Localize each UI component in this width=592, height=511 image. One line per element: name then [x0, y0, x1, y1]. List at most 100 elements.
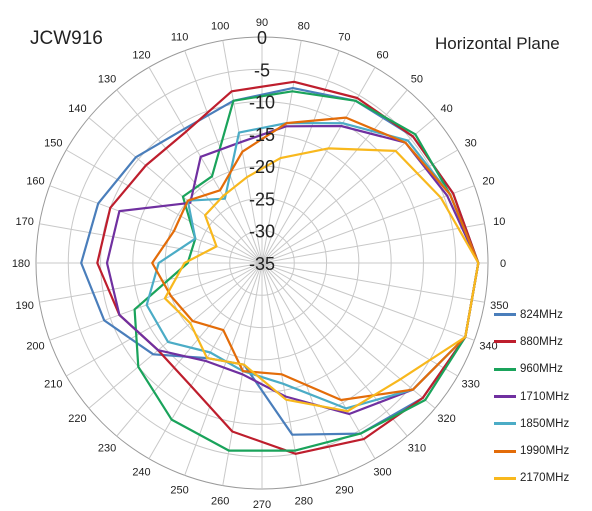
- legend-item: 1710MHz: [494, 383, 592, 410]
- grid-spoke: [39, 223, 263, 264]
- angle-tick-label: 140: [68, 103, 86, 115]
- radial-tick-label: -35: [249, 254, 275, 274]
- angle-tick-label: 350: [490, 300, 508, 312]
- legend-swatch: [494, 395, 516, 399]
- legend-label: 1990MHz: [520, 445, 570, 458]
- angle-tick-label: 290: [335, 485, 353, 497]
- legend-swatch: [494, 422, 516, 426]
- legend-swatch: [494, 313, 516, 317]
- angle-tick-label: 90: [256, 17, 268, 29]
- angle-tick-label: 100: [211, 21, 229, 33]
- series-line-2170MHz: [163, 147, 480, 413]
- grid-spoke: [261, 262, 458, 377]
- legend-item: 824MHz: [494, 301, 592, 328]
- legend-swatch: [494, 340, 516, 344]
- legend-item: 960MHz: [494, 356, 592, 383]
- legend-label: 880MHz: [520, 335, 563, 348]
- angle-tick-label: 330: [462, 379, 480, 391]
- grid-spoke: [261, 40, 302, 264]
- angle-tick-label: 210: [44, 379, 62, 391]
- series-line-960MHz: [133, 90, 480, 452]
- grid-spoke: [116, 262, 263, 437]
- grid-spoke: [66, 262, 263, 377]
- legend-label: 1850MHz: [520, 417, 570, 430]
- grid-spoke: [184, 262, 263, 476]
- angle-tick-label: 120: [132, 49, 150, 61]
- angle-tick-label: 170: [16, 216, 34, 228]
- angle-tick-label: 110: [171, 32, 189, 44]
- angle-tick-label: 310: [408, 443, 426, 455]
- grid-spoke: [261, 262, 340, 476]
- angle-tick-label: 40: [440, 103, 452, 115]
- grid-spoke: [261, 223, 485, 264]
- angle-tick-label: 20: [482, 176, 494, 188]
- angle-tick-label: 10: [493, 216, 505, 228]
- grid-spoke: [261, 262, 475, 341]
- grid-spoke: [49, 185, 263, 264]
- angle-tick-label: 240: [132, 467, 150, 479]
- radial-tick-label: -30: [249, 222, 275, 242]
- legend-label: 1710MHz: [520, 390, 570, 403]
- chart-subtitle: Horizontal Plane: [435, 34, 560, 53]
- grid-spoke: [261, 262, 485, 303]
- angle-tick-label: 30: [465, 138, 477, 150]
- legend-label: 824MHz: [520, 308, 563, 321]
- radial-tick-label: -10: [249, 93, 275, 113]
- series-line-880MHz: [96, 80, 480, 455]
- angle-tick-label: 230: [98, 443, 116, 455]
- angle-tick-label: 280: [295, 495, 313, 507]
- radial-tick-label: -20: [249, 157, 275, 177]
- radial-tick-label: -25: [249, 189, 275, 209]
- legend: 824MHz 880MHz 960MHz 1710MHz 1850MHz 1990MHz 2…: [494, 301, 592, 492]
- angle-tick-label: 270: [253, 499, 271, 511]
- grid-spoke: [261, 50, 340, 264]
- grid-spoke: [261, 262, 436, 409]
- angle-tick-label: 150: [44, 138, 62, 150]
- legend-item: 2170MHz: [494, 465, 592, 492]
- grid-spoke: [88, 117, 263, 264]
- angle-tick-label: 60: [376, 49, 388, 61]
- tick-layer: 0 -5 -10 -15 -20 -25 -30 -35 0 10 20 30 40 50 60 70 80 90…: [12, 17, 509, 511]
- angle-tick-label: 130: [98, 73, 116, 85]
- angle-tick-label: 80: [298, 21, 310, 33]
- radial-tick-label: -5: [254, 60, 270, 80]
- angle-tick-label: 260: [211, 495, 229, 507]
- radial-tick-label: -15: [249, 125, 275, 145]
- grid-spoke: [49, 262, 263, 341]
- angle-tick-label: 200: [26, 340, 44, 352]
- legend-swatch: [494, 367, 516, 371]
- grid-spoke: [148, 67, 263, 264]
- angle-tick-label: 50: [411, 73, 423, 85]
- angle-tick-label: 320: [437, 413, 455, 425]
- angle-tick-label: 250: [170, 485, 188, 497]
- angle-tick-label: 160: [26, 176, 44, 188]
- radial-tick-label: 0: [257, 28, 267, 48]
- grid-spoke: [261, 262, 376, 459]
- angle-tick-label: 220: [68, 413, 86, 425]
- series-line-1850MHz: [145, 121, 480, 410]
- legend-label: 960MHz: [520, 363, 563, 376]
- angle-tick-label: 300: [373, 467, 391, 479]
- legend-item: 1850MHz: [494, 410, 592, 437]
- grid-spoke: [39, 262, 263, 303]
- chart-title: JCW916: [30, 28, 103, 49]
- legend-swatch: [494, 476, 516, 480]
- grid-spoke: [116, 89, 263, 264]
- angle-tick-label: 70: [338, 32, 350, 44]
- grid-spoke: [88, 262, 263, 409]
- grid-spoke: [184, 50, 263, 264]
- series-line-1990MHz: [151, 116, 480, 402]
- grid-spoke: [261, 262, 408, 437]
- angle-tick-label: 0: [500, 258, 506, 270]
- series-layer: [80, 80, 480, 455]
- angle-tick-label: 190: [16, 300, 34, 312]
- angle-tick-label: 340: [479, 340, 497, 352]
- angle-tick-label: 180: [12, 258, 30, 270]
- legend-swatch: [494, 449, 516, 453]
- legend-label: 2170MHz: [520, 472, 570, 485]
- legend-item: 880MHz: [494, 328, 592, 355]
- grid-spoke: [261, 185, 475, 264]
- series-line-1710MHz: [105, 124, 480, 416]
- legend-item: 1990MHz: [494, 437, 592, 464]
